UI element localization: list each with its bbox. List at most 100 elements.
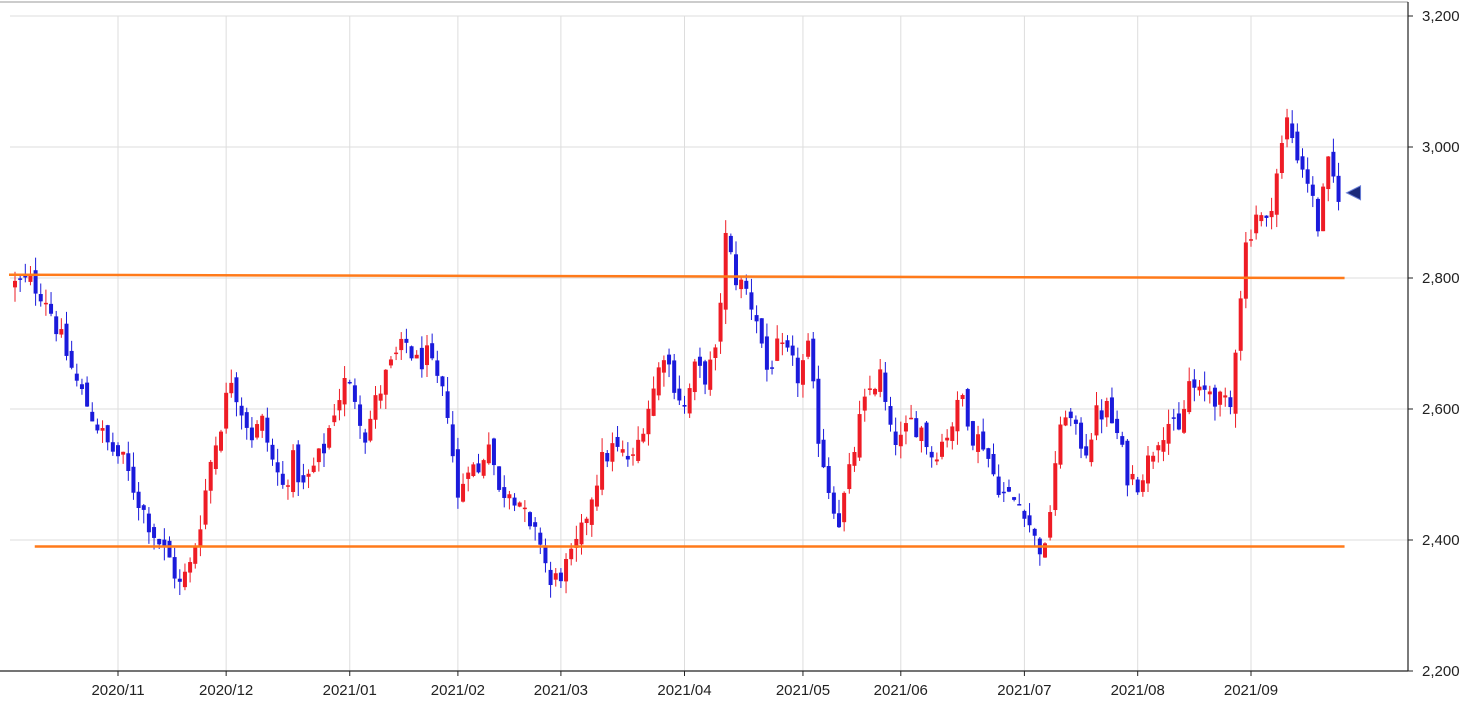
candle-body [795,357,800,384]
candle-body [1228,397,1233,408]
candle-body [1135,479,1140,493]
candle-body [661,360,666,373]
candle-body [764,336,769,370]
candle-body [1212,387,1217,407]
candle-body [388,359,393,366]
candle-body [182,571,187,588]
candle-body [322,443,326,454]
x-tick-label: 2021/09 [1224,682,1278,699]
candle-body [713,347,718,358]
candle-body [285,485,290,487]
candle-body [682,404,687,407]
x-tick-label: 2021/04 [657,682,711,699]
candle-body [255,424,260,438]
candle-body [651,388,656,416]
candle-body [903,423,908,432]
candle-body [1094,405,1099,436]
candle-body [934,459,939,462]
candle-body [100,428,105,431]
candle-body [589,499,594,525]
candle-body [749,292,754,310]
candle-body [811,338,816,382]
candle-body [224,392,229,429]
candle-body [775,338,780,361]
candle-body [208,461,213,491]
candle-body [558,572,563,582]
candle-body [358,404,363,426]
axis-layer [0,1,1413,676]
candle-body [976,434,981,452]
candle-body [919,427,924,442]
candle-body [74,373,79,381]
candle-body [141,505,146,510]
candle-body [1310,184,1315,196]
candle-body [528,512,532,527]
candle-body [1197,386,1202,391]
candle-body [49,303,54,314]
candle-body [1223,395,1228,398]
candle-body [574,538,579,548]
candle-body [1043,543,1047,558]
candle-body [697,356,702,366]
candle-body [270,444,275,460]
candle-body [512,497,517,506]
candle-body [461,483,466,502]
x-tick-label: 2021/02 [431,682,485,699]
candle-body [1120,436,1125,445]
candle-body [347,381,352,384]
candle-body [636,439,641,461]
candle-body [404,338,409,343]
candle-body [929,451,934,458]
candle-body [610,443,615,462]
candle-body [1079,422,1084,449]
candle-body [507,494,512,499]
candle-body [105,425,110,443]
candle-body [193,546,198,564]
y-tick-label: 2,200 [1422,663,1460,680]
candle-body [687,388,692,414]
candle-body [564,558,569,582]
candle-body [800,360,805,385]
y-tick-label: 3,000 [1422,139,1460,156]
candle-body [425,345,429,366]
candle-body [131,466,136,493]
x-tick-label: 2021/08 [1111,682,1165,699]
candle-body [213,445,218,470]
candle-body [1115,418,1120,434]
candle-body [419,347,424,370]
candle-body [1146,455,1150,484]
candle-body [1279,142,1284,173]
candle-body [600,452,605,490]
candle-body [728,235,733,253]
candle-body [486,444,491,464]
candle-body [445,391,450,418]
candle-body [1073,419,1078,424]
candle-body [301,475,306,483]
candle-body [718,302,723,342]
x-tick-label: 2021/07 [997,682,1051,699]
candle-body [1063,417,1068,426]
candle-body [85,382,90,407]
candle-body [1089,439,1094,463]
candle-body [352,385,357,402]
candle-body [1269,210,1274,218]
candle-body [667,354,672,365]
candle-body [646,408,651,435]
candle-body [744,280,749,289]
candle-body [368,418,373,441]
candle-body [471,464,476,476]
candle-body [1259,215,1264,222]
candle-body [1012,497,1017,500]
candle-body [1084,446,1089,456]
candle-body [152,527,157,538]
candle-body [1285,117,1290,140]
candle-body [1032,528,1037,536]
candle-body [620,449,625,453]
candle-body [739,279,744,290]
candle-body [759,318,764,344]
candle-body [306,473,311,477]
candle-body [59,329,64,335]
candle-body [1099,410,1104,420]
candle-body [852,452,857,466]
